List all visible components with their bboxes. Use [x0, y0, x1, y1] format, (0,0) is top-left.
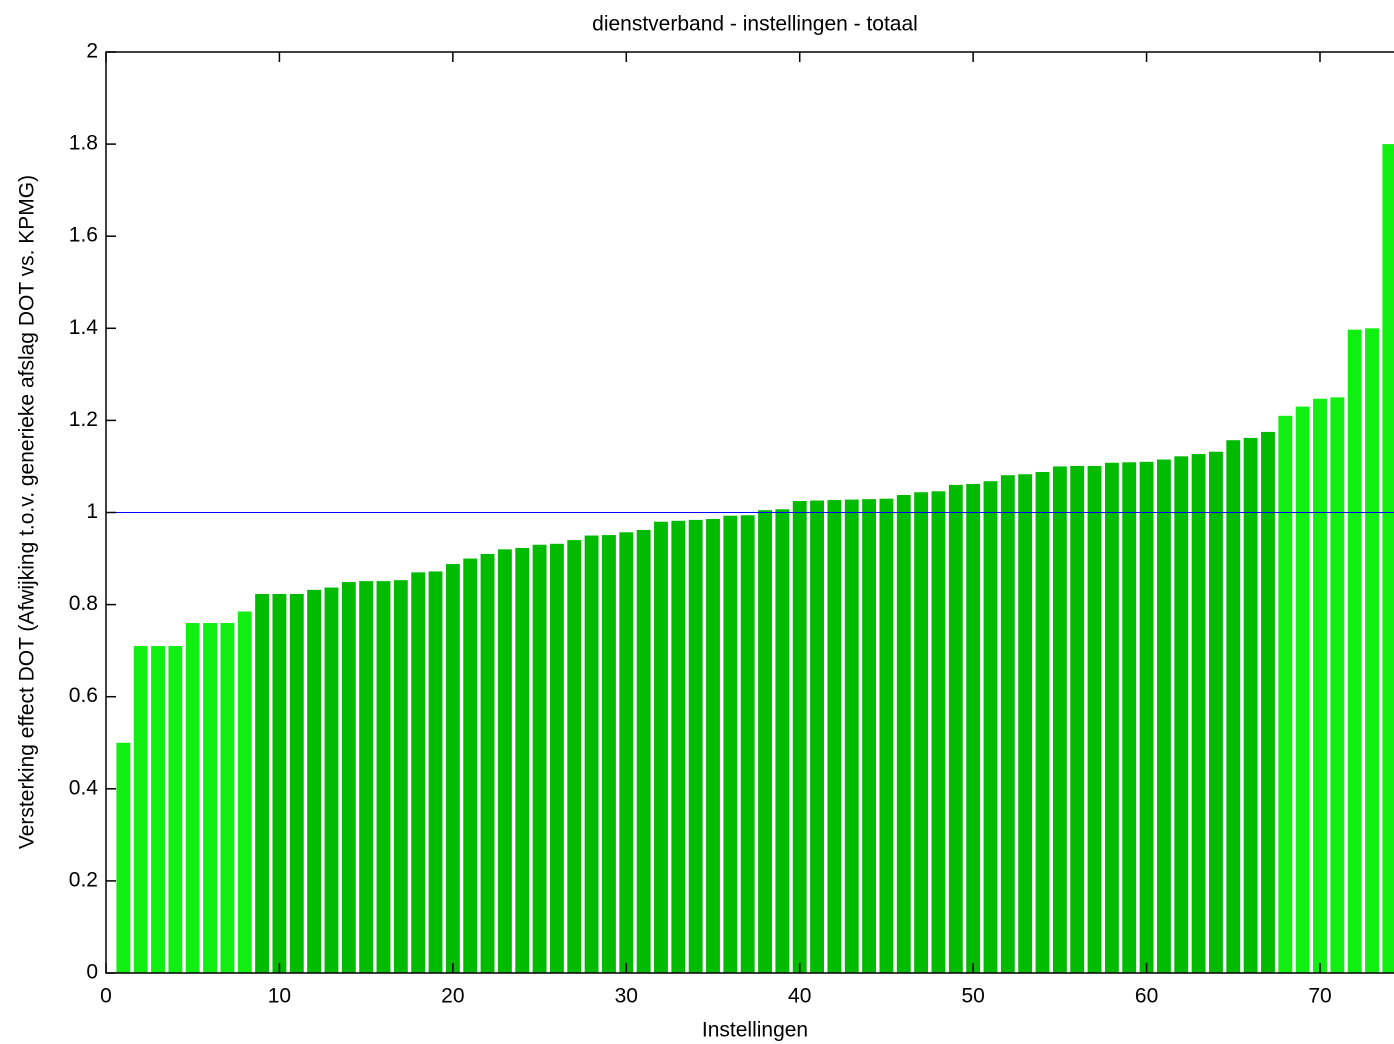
- y-tick-label: 1: [86, 500, 98, 523]
- bar: [341, 582, 356, 973]
- bar: [948, 484, 963, 973]
- bar: [324, 587, 339, 973]
- bar: [602, 535, 616, 973]
- bar: [376, 581, 391, 973]
- bar: [203, 623, 217, 973]
- bar: [549, 543, 564, 973]
- bar: [723, 515, 738, 973]
- bar: [463, 558, 478, 973]
- bar: [1209, 451, 1223, 973]
- bar: [532, 544, 547, 973]
- x-axis-label: Instellingen: [702, 1019, 808, 1042]
- bar: [168, 646, 183, 973]
- x-tick-label: 50: [961, 985, 984, 1008]
- bar: [671, 520, 686, 973]
- bar: [289, 594, 304, 973]
- bar: [1261, 431, 1275, 974]
- bar: [428, 571, 443, 973]
- bar: [827, 500, 842, 973]
- bar: [1174, 456, 1189, 974]
- bar: [810, 500, 824, 973]
- y-tick-label: 1.8: [69, 132, 98, 155]
- bar: [914, 492, 929, 973]
- y-tick-label: 0.2: [69, 868, 98, 891]
- bar: [1347, 329, 1362, 973]
- y-tick-label: 1.2: [69, 408, 98, 431]
- y-tick-label: 0.8: [69, 592, 98, 615]
- y-tick-label: 1.4: [69, 316, 99, 339]
- bar: [497, 549, 512, 973]
- bar: [654, 521, 668, 973]
- bar: [1295, 406, 1310, 974]
- bar: [966, 483, 981, 973]
- y-axis-label: Versterking effect DOT (Afwijking t.o.v.…: [16, 175, 39, 849]
- bar: [1191, 454, 1206, 974]
- x-tick-label: 60: [1135, 985, 1158, 1008]
- bar: [1226, 440, 1241, 973]
- x-tick-label: 20: [441, 985, 464, 1008]
- bar: [775, 509, 790, 973]
- bar: [844, 499, 859, 973]
- bar: [237, 611, 252, 973]
- bar: [931, 491, 946, 973]
- bar: [411, 572, 426, 973]
- bar: [307, 589, 322, 973]
- bar: [896, 495, 911, 973]
- bar: [688, 519, 703, 973]
- x-tick-label: 30: [615, 985, 638, 1008]
- bar: [1278, 415, 1293, 973]
- bar: [480, 553, 495, 973]
- chart-title: dienstverband - instellingen - totaal: [592, 13, 918, 36]
- bar: [584, 535, 599, 973]
- bar: [1139, 461, 1154, 973]
- bar: [1035, 471, 1050, 973]
- bar: [567, 540, 582, 973]
- bar: [1330, 397, 1345, 973]
- x-tick-label: 0: [100, 985, 112, 1008]
- bar: [515, 547, 530, 973]
- x-tick-label: 10: [268, 985, 291, 1008]
- bar: [1070, 465, 1085, 973]
- bar: [445, 564, 460, 973]
- bar: [983, 481, 998, 973]
- bar: [1156, 459, 1171, 974]
- y-tick-label: 2: [86, 40, 98, 63]
- bar: [1018, 474, 1033, 973]
- bar: [393, 580, 408, 973]
- bar: [619, 532, 634, 973]
- y-tick-label: 0.6: [69, 684, 98, 707]
- bar: [272, 594, 287, 973]
- bar: [116, 742, 131, 973]
- bar: [359, 581, 374, 973]
- bar: [1313, 398, 1327, 974]
- y-tick-label: 0.4: [69, 776, 99, 799]
- bar: [706, 518, 720, 973]
- bar: [740, 515, 755, 973]
- bar: [255, 594, 270, 973]
- bar: [1087, 465, 1102, 973]
- bar: [151, 646, 165, 973]
- y-tick-label: 1.6: [69, 224, 98, 247]
- bar: [792, 500, 807, 973]
- bar: [1122, 462, 1137, 973]
- x-tick-label: 40: [788, 985, 811, 1008]
- bar: [1365, 328, 1379, 973]
- bar: [220, 623, 235, 973]
- x-tick-label: 70: [1308, 985, 1331, 1008]
- bar: [1052, 466, 1067, 973]
- bar: [758, 510, 772, 973]
- bar: [879, 498, 894, 973]
- bar: [185, 623, 200, 973]
- bar: [1104, 462, 1119, 973]
- bar: [1382, 144, 1394, 974]
- bar: [1000, 475, 1015, 973]
- bar: [862, 499, 877, 973]
- bar: [636, 529, 651, 973]
- bar: [133, 646, 148, 973]
- y-tick-label: 0: [86, 961, 98, 984]
- bar: [1243, 437, 1258, 973]
